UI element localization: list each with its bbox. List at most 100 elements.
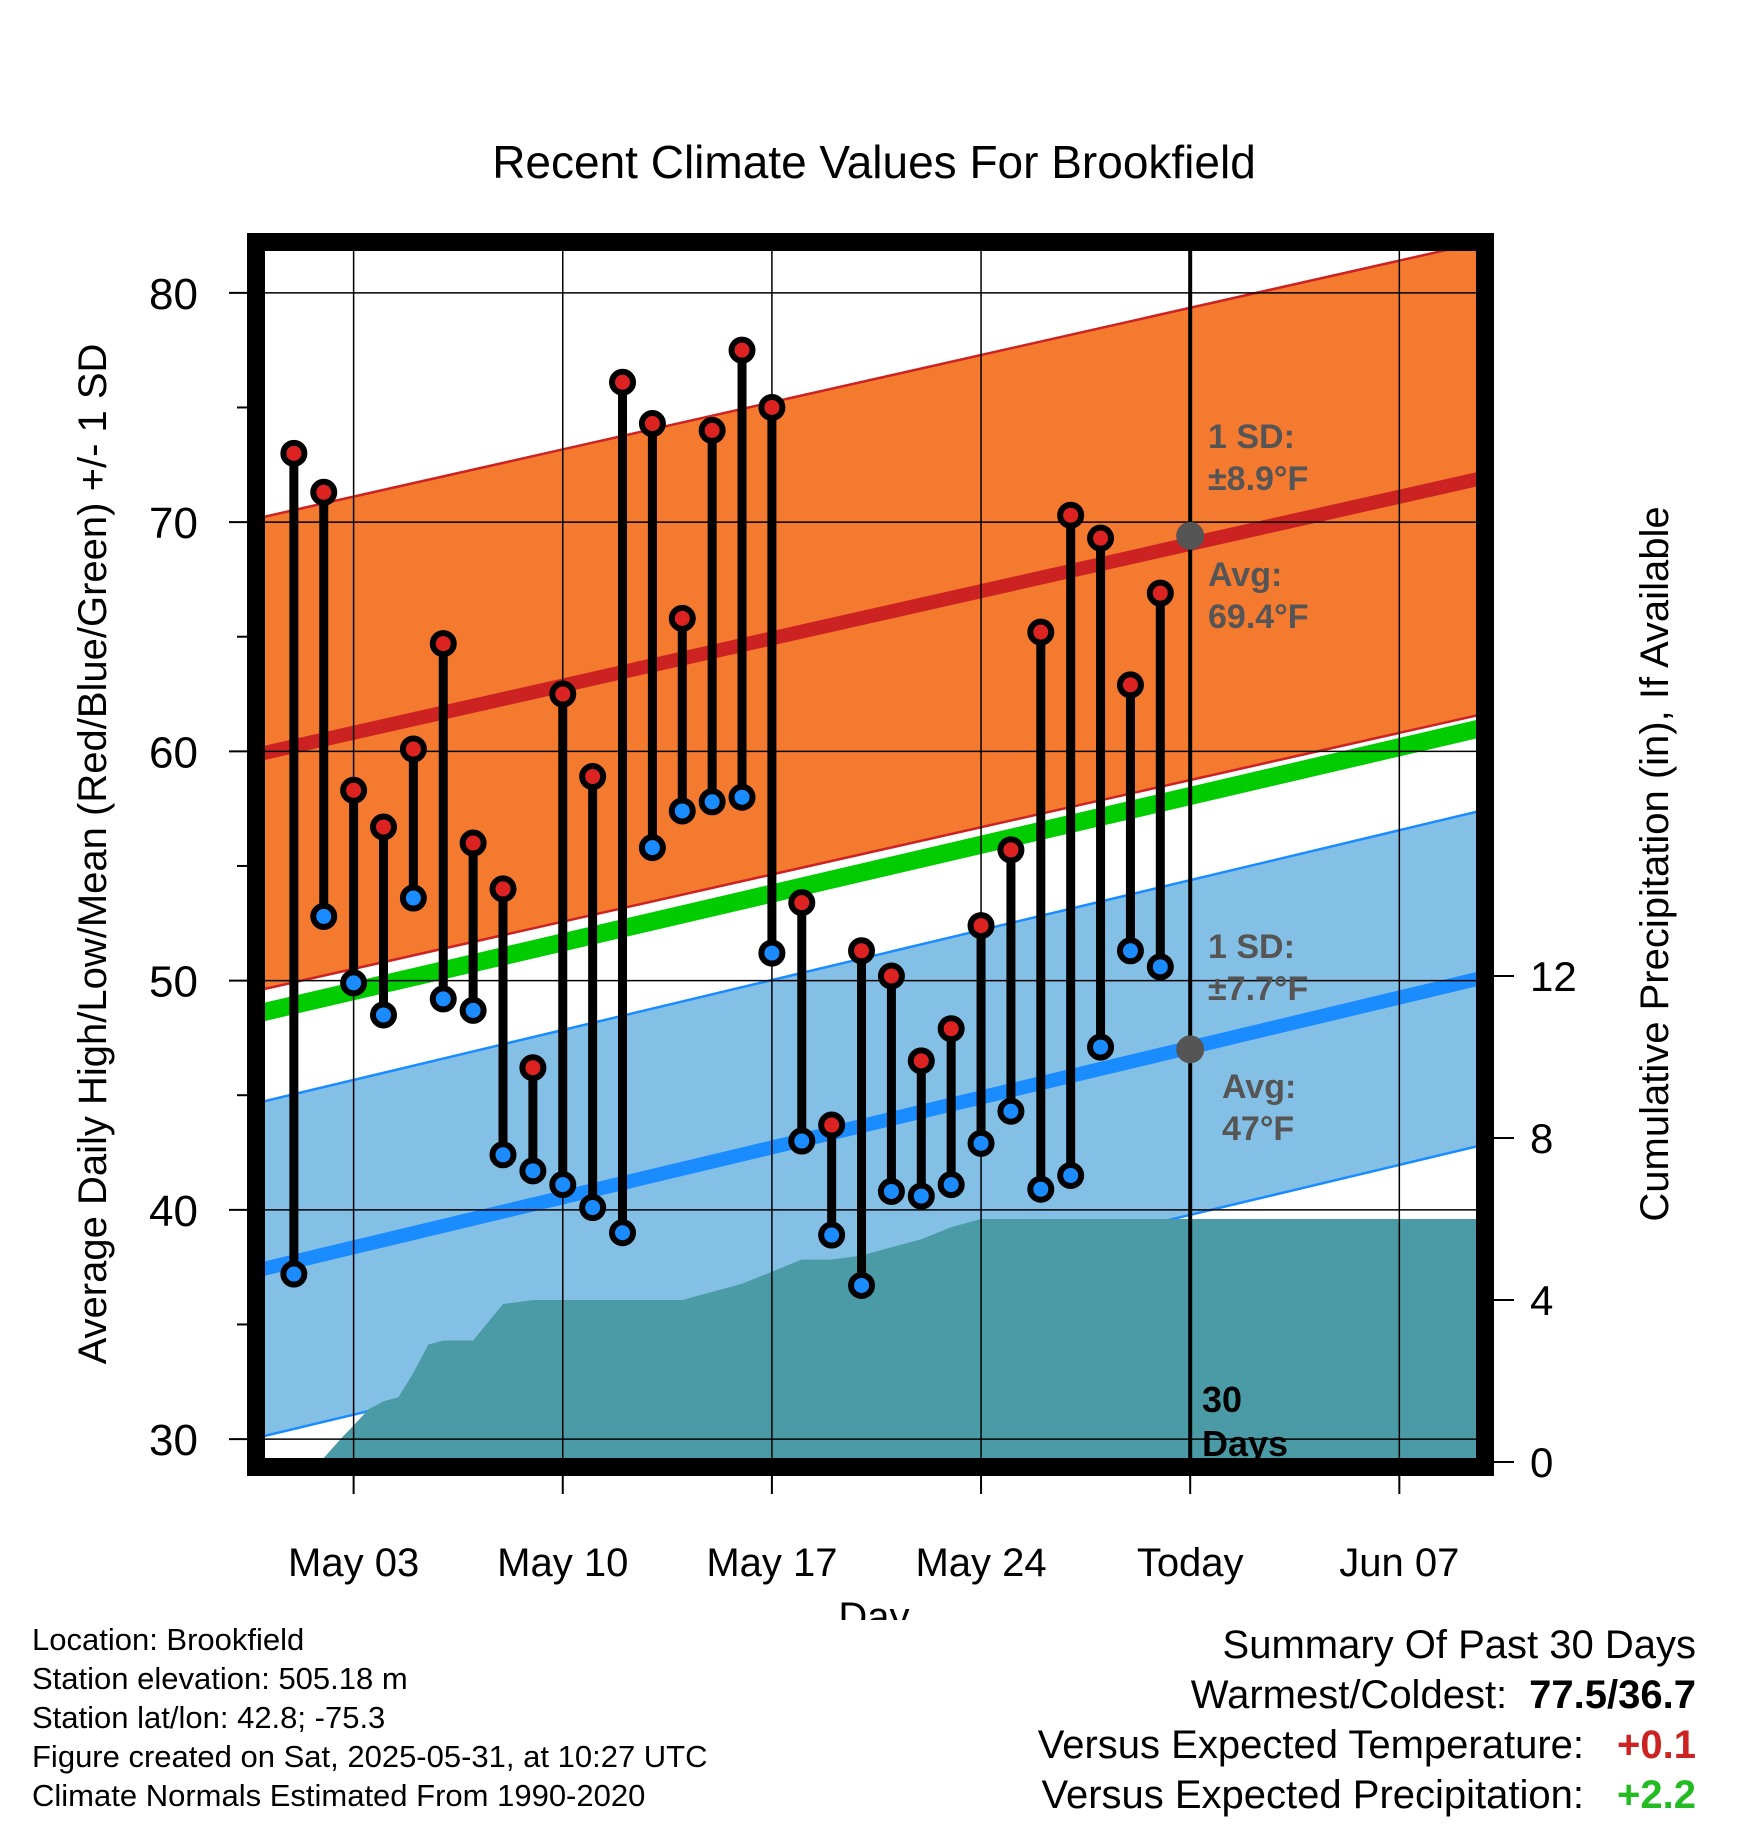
daily-high-point [489,875,517,903]
x-tick-label: May 10 [497,1541,628,1585]
warmest-coldest-label: Warmest/Coldest: [1190,1673,1508,1717]
daily-low-point [459,996,487,1024]
daily-low-point [609,1219,637,1247]
high-sd-value: ±8.9°F [1208,460,1308,498]
normal-high-upper-edge [261,247,1466,519]
daily-high-point [788,889,816,917]
x-tick-label: Today [1137,1541,1244,1585]
precipitation-value: +2.2 [1617,1773,1696,1817]
daily-low-point [280,1260,308,1288]
plot-frame [247,233,1494,1476]
daily-low-point [1087,1033,1115,1061]
y-tick-label: 40 [149,1187,198,1236]
summary-precipitation: Versus Expected Precipitation: +2.2 [1038,1770,1696,1820]
today-days-label: Days [1202,1423,1288,1464]
x-tick-label: Jun 07 [1339,1541,1459,1585]
summary-warmest-coldest: Warmest/Coldest: 77.5/36.7 [1038,1670,1696,1720]
daily-low-point [489,1141,517,1169]
daily-low-point [340,969,368,997]
daily-low-point [937,1171,965,1199]
daily-low-point [728,783,756,811]
daily-low-point [369,1001,397,1029]
daily-low-point [549,1171,577,1199]
daily-high-point [1027,618,1055,646]
daily-low-point [967,1129,995,1157]
daily-low-point [399,884,427,912]
y2-tick-label: 4 [1530,1277,1553,1324]
daily-low-point [997,1097,1025,1125]
normals-text: Climate Normals Estimated From 1990-2020 [32,1778,646,1813]
daily-low-point [1116,937,1144,965]
daily-low-point [818,1221,846,1249]
summary-temperature: Versus Expected Temperature: +0.1 [1038,1720,1696,1770]
daily-high-point [638,410,666,438]
created-text: Figure created on Sat, 2025-05-31, at 10… [32,1739,708,1774]
y2-axis-label: Cumulative Precipitation (in), If Availa… [1633,506,1677,1221]
y-tick-label: 30 [149,1416,198,1465]
climate-chart: Recent Climate Values For Brookfield 1 S… [71,136,1677,1620]
daily-low-point [1146,953,1174,981]
daily-high-point [579,763,607,791]
y2-tick-label: 0 [1530,1439,1553,1486]
latlon-text: Station lat/lon: 42.8; -75.3 [32,1700,386,1735]
daily-high-point [937,1015,965,1043]
daily-high-point [997,836,1025,864]
today-low-avg-marker [1176,1035,1205,1064]
normal-high-line [261,471,1480,761]
daily-high-point [967,912,995,940]
daily-low-point [788,1127,816,1155]
today-days-number: 30 [1202,1379,1242,1420]
y-tick-label: 50 [149,958,198,1007]
daily-low-point [668,797,696,825]
daily-high-point [877,962,905,990]
high-sd-label: 1 SD: [1208,418,1295,456]
daily-high-point [698,416,726,444]
x-tick-label: May 03 [288,1541,419,1585]
daily-low-point [848,1271,876,1299]
warmest-coldest-value: 77.5/36.7 [1529,1673,1696,1717]
low-sd-value: ±7.7°F [1208,970,1308,1008]
daily-high-point [399,735,427,763]
daily-high-point [369,813,397,841]
daily-high-point [728,336,756,364]
daily-low-point [877,1177,905,1205]
low-sd-label: 1 SD: [1208,928,1295,966]
daily-high-point [459,829,487,857]
daily-low-point [698,788,726,816]
daily-high-point [310,478,338,506]
daily-low-point [579,1194,607,1222]
summary-title: Summary Of Past 30 Days [1222,1623,1696,1667]
temperature-value: +0.1 [1617,1723,1696,1767]
high-avg-value: 69.4°F [1208,598,1309,636]
daily-low-point [429,985,457,1013]
precipitation-label: Versus Expected Precipitation: [1041,1773,1584,1817]
today-high-avg-marker [1176,521,1205,550]
daily-high-point [1146,579,1174,607]
location-text: Location: Brookfield [32,1622,305,1657]
daily-high-point [818,1111,846,1139]
daily-high-point [549,680,577,708]
daily-high-point [280,439,308,467]
daily-high-point [1116,671,1144,699]
y-tick-label: 80 [149,270,198,319]
low-avg-value: 47°F [1222,1110,1294,1148]
y-tick-label: 70 [149,499,198,548]
daily-high-point [848,937,876,965]
daily-high-point [340,776,368,804]
normal-low-line [261,971,1480,1277]
x-tick-label: May 17 [706,1541,837,1585]
daily-low-point [758,939,786,967]
temperature-label: Versus Expected Temperature: [1037,1723,1584,1767]
daily-low-point [519,1157,547,1185]
daily-low-point [310,902,338,930]
x-axis-label: Day [838,1595,909,1620]
daily-high-point [519,1054,547,1082]
daily-low-point [907,1182,935,1210]
high-avg-label: Avg: [1208,556,1282,594]
y2-tick-label: 12 [1530,953,1577,1000]
normal-high-lower-edge [261,713,1480,991]
daily-high-point [429,630,457,658]
daily-high-point [1057,501,1085,529]
normal-mean-line [261,719,1480,1022]
elevation-text: Station elevation: 505.18 m [32,1661,408,1696]
